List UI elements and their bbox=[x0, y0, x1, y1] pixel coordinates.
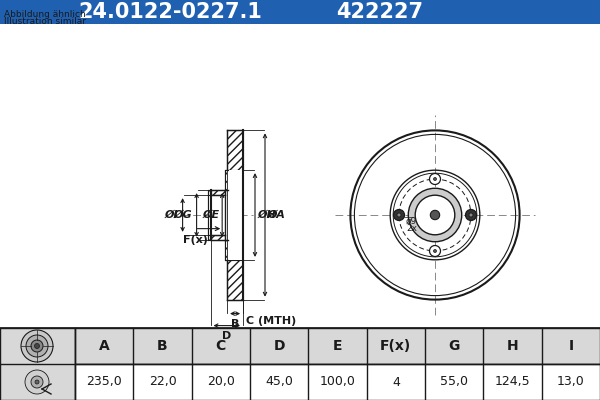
Circle shape bbox=[35, 380, 39, 384]
Bar bbox=[0, 328, 600, 400]
Text: ØI: ØI bbox=[165, 210, 179, 220]
Text: 2x: 2x bbox=[406, 224, 417, 233]
Polygon shape bbox=[225, 190, 228, 240]
Circle shape bbox=[31, 340, 43, 352]
Text: ØE: ØE bbox=[202, 210, 219, 220]
Circle shape bbox=[433, 250, 437, 252]
Text: 55,0: 55,0 bbox=[440, 376, 468, 388]
Polygon shape bbox=[208, 195, 225, 235]
Circle shape bbox=[31, 376, 43, 388]
Polygon shape bbox=[211, 235, 225, 240]
Polygon shape bbox=[227, 170, 243, 260]
Text: 22,0: 22,0 bbox=[149, 376, 176, 388]
Bar bbox=[0, 0, 600, 24]
Text: C (MTH): C (MTH) bbox=[246, 316, 296, 326]
Text: G: G bbox=[448, 339, 460, 353]
Text: D: D bbox=[222, 330, 232, 340]
Text: 235,0: 235,0 bbox=[86, 376, 122, 388]
Circle shape bbox=[469, 213, 473, 217]
Text: H: H bbox=[506, 339, 518, 353]
Text: 4: 4 bbox=[392, 376, 400, 388]
Text: F(x): F(x) bbox=[182, 235, 208, 245]
Circle shape bbox=[433, 178, 437, 180]
Circle shape bbox=[394, 210, 404, 220]
Text: B: B bbox=[231, 318, 239, 329]
Text: D: D bbox=[274, 339, 285, 353]
Text: ØH: ØH bbox=[258, 210, 277, 220]
Polygon shape bbox=[225, 240, 228, 260]
Polygon shape bbox=[227, 260, 243, 300]
Text: F(x): F(x) bbox=[380, 339, 412, 353]
Text: E: E bbox=[333, 339, 342, 353]
Polygon shape bbox=[225, 170, 228, 190]
Text: 100,0: 100,0 bbox=[320, 376, 355, 388]
Polygon shape bbox=[208, 190, 211, 240]
Circle shape bbox=[430, 174, 440, 184]
Circle shape bbox=[430, 246, 440, 256]
Bar bbox=[75, 328, 600, 364]
Text: 20,0: 20,0 bbox=[207, 376, 235, 388]
Circle shape bbox=[430, 210, 440, 220]
Text: 422227: 422227 bbox=[337, 2, 424, 22]
Circle shape bbox=[415, 195, 455, 235]
Circle shape bbox=[26, 335, 48, 357]
Circle shape bbox=[397, 213, 401, 217]
Polygon shape bbox=[225, 240, 228, 260]
Text: I: I bbox=[568, 339, 574, 353]
Text: ø9: ø9 bbox=[406, 217, 417, 226]
Text: A: A bbox=[99, 339, 110, 353]
Circle shape bbox=[408, 188, 462, 242]
Circle shape bbox=[21, 330, 53, 362]
Text: 24.0122-0227.1: 24.0122-0227.1 bbox=[78, 2, 262, 22]
Text: 13,0: 13,0 bbox=[557, 376, 585, 388]
Circle shape bbox=[35, 344, 40, 348]
Circle shape bbox=[466, 210, 476, 220]
Text: Illustration similar: Illustration similar bbox=[4, 17, 86, 26]
Bar bbox=[75, 364, 600, 400]
Polygon shape bbox=[225, 170, 228, 190]
Text: 124,5: 124,5 bbox=[494, 376, 530, 388]
Text: B: B bbox=[157, 339, 168, 353]
Text: ØA: ØA bbox=[268, 210, 286, 220]
Text: C: C bbox=[216, 339, 226, 353]
Polygon shape bbox=[227, 130, 243, 170]
Bar bbox=[0, 328, 75, 400]
Text: Abbildung ähnlich: Abbildung ähnlich bbox=[4, 10, 86, 19]
Text: ØG: ØG bbox=[174, 210, 193, 220]
Circle shape bbox=[25, 370, 49, 394]
Text: 45,0: 45,0 bbox=[265, 376, 293, 388]
Polygon shape bbox=[211, 190, 225, 195]
